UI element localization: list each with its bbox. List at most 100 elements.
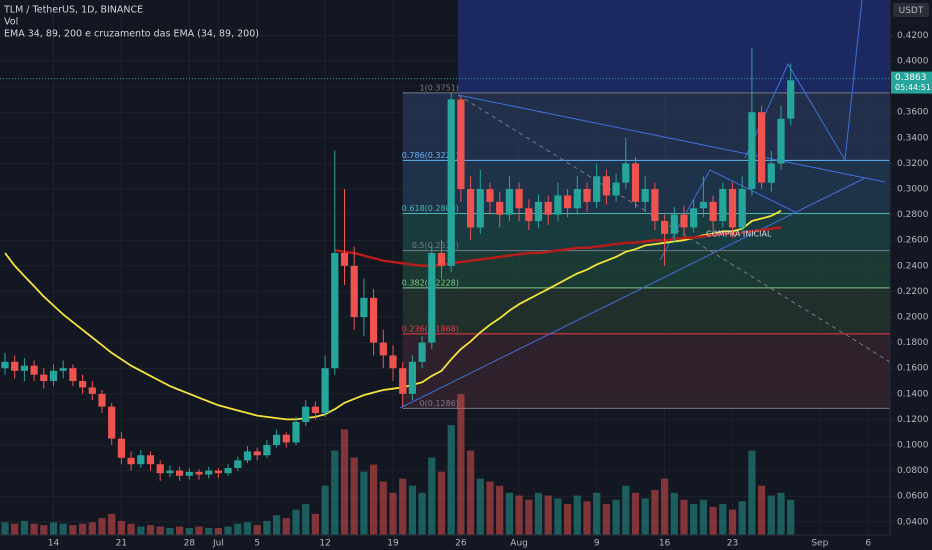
candle-body: [544, 201, 552, 215]
volume-bar: [728, 509, 737, 535]
volume-bar: [515, 495, 523, 535]
fib-zone: [402, 333, 890, 409]
candle-body: [622, 163, 630, 183]
volume-bar: [670, 492, 678, 535]
volume-bar: [583, 501, 591, 535]
volume-bar: [321, 485, 329, 535]
fib-label: 0.786(0.3224): [402, 151, 459, 160]
candle-body: [40, 374, 48, 382]
volume-bar: [748, 450, 756, 535]
volume-bar: [534, 492, 543, 535]
volume-bar: [408, 485, 416, 535]
candle-body: [767, 163, 775, 183]
volume-bar: [69, 525, 77, 535]
y-tick-label: 0.1400: [897, 389, 929, 399]
candle-body: [709, 201, 717, 222]
title: TLM / TetherUS, 1D, BINANCE: [3, 5, 143, 16]
candle-body: [69, 368, 77, 382]
price-tag-label: 0.3863: [895, 73, 927, 83]
y-tick-label: 0.2400: [897, 261, 929, 271]
x-tick-label: 9: [594, 539, 600, 549]
volume-bar: [282, 518, 290, 535]
candle-body: [699, 201, 707, 209]
fib-zone: [402, 160, 890, 214]
candle-body: [602, 176, 610, 196]
candle-body: [205, 470, 213, 475]
candle-body: [146, 455, 155, 465]
x-tick-label: Aug: [510, 539, 528, 549]
y-tick-label: 0.4200: [897, 31, 929, 41]
candle-body: [583, 189, 591, 202]
volume-bar: [253, 525, 261, 535]
y-tick-label: 0.1000: [897, 441, 929, 451]
volume-bar: [690, 504, 698, 535]
candle-body: [311, 406, 319, 414]
fib-label: 0.618(0.2809): [402, 204, 459, 213]
ema-lines: [0, 78, 890, 421]
candle-body: [370, 297, 378, 343]
volume-bar: [146, 525, 155, 535]
candle-body: [593, 176, 601, 202]
x-tick-label: 14: [48, 539, 60, 549]
volume-bar: [661, 478, 669, 535]
volume-bar: [699, 499, 707, 535]
candle-body: [331, 253, 339, 369]
volume-bar: [641, 498, 649, 535]
trend-line: [457, 94, 886, 183]
candle-body: [515, 189, 523, 209]
candle-body: [360, 297, 368, 318]
candle-body: [379, 342, 387, 356]
candle-body: [292, 421, 300, 443]
volume-bar: [418, 492, 426, 535]
fib-label: 1(0.3751): [420, 83, 459, 92]
volume-bar: [340, 429, 349, 535]
volume-bar: [612, 499, 620, 535]
candle-body: [467, 189, 475, 228]
y-tick-label: 0.1800: [897, 338, 929, 348]
candle-body: [641, 189, 649, 202]
ema-line: [4, 210, 782, 421]
volume-bar: [767, 495, 775, 535]
candle-body: [476, 189, 484, 228]
volume-bar: [379, 481, 387, 535]
volume-bar: [428, 457, 436, 535]
volume-bar: [292, 509, 300, 535]
volume-bar: [40, 525, 48, 535]
volume-bar: [185, 527, 193, 535]
volume-bar: [59, 523, 67, 535]
candle-body: [428, 253, 436, 343]
volume-bar: [564, 504, 572, 535]
y-tick-label: 0.0600: [897, 492, 929, 502]
candle-body: [670, 214, 678, 234]
candle-body: [651, 189, 659, 222]
volume-bar: [554, 498, 562, 535]
candle-body: [564, 195, 572, 209]
volume-bar: [127, 523, 135, 535]
candle-body: [748, 112, 756, 190]
volume-bar: [117, 520, 125, 535]
volume-bar: [195, 526, 203, 535]
candle-body: [680, 214, 688, 228]
volume-bar: [496, 485, 504, 535]
volume-bar: [302, 504, 310, 535]
candle-body: [166, 470, 174, 474]
volume-bar: [602, 504, 610, 535]
candle-body: [418, 342, 426, 362]
volume-bar: [777, 492, 785, 535]
volume-bar: [166, 527, 174, 535]
x-tick-label: 19: [387, 539, 399, 549]
volume-bar: [505, 492, 513, 535]
volume-bar: [680, 499, 688, 535]
candle-body: [389, 355, 397, 369]
volume-bar: [631, 492, 640, 535]
candle-body: [777, 118, 785, 164]
volume-bar: [719, 504, 727, 535]
candle-body: [437, 253, 446, 266]
volume-bar: [486, 481, 494, 535]
y-tick-label: 0.4000: [897, 57, 929, 67]
fib-label: 0(0.1286): [420, 399, 459, 408]
volume-bar: [331, 450, 339, 535]
volume-bar: [467, 450, 475, 535]
candle-body: [787, 80, 795, 119]
